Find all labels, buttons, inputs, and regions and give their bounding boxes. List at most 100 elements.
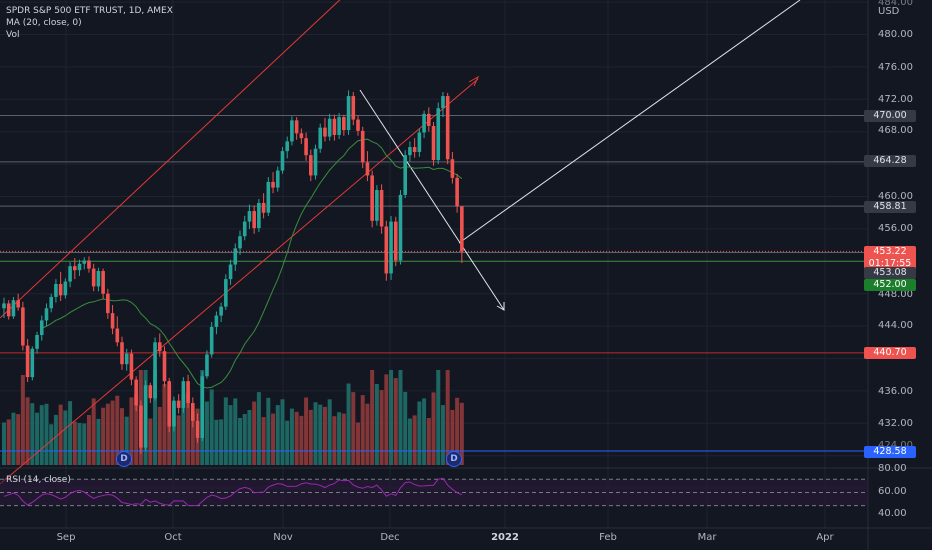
candle-body — [271, 181, 275, 188]
axis-tick: 424.00 — [878, 440, 913, 451]
volume-bar — [256, 392, 261, 465]
candle-body — [11, 300, 16, 317]
axis-tick: 468.00 — [878, 125, 913, 136]
vol-legend[interactable]: Vol — [6, 30, 20, 40]
down-arrow-line — [359, 89, 505, 311]
candle-body — [54, 283, 58, 297]
candle-body — [393, 221, 398, 261]
rsi-legend[interactable]: RSI (14, close) — [6, 475, 71, 485]
volume-bar — [148, 418, 153, 465]
candle-body — [181, 381, 186, 408]
candle-body — [91, 268, 96, 287]
candle-body — [162, 351, 167, 382]
volume-bar — [313, 402, 318, 465]
candle-body — [30, 348, 35, 378]
time-tick: 2022 — [491, 532, 519, 543]
volume-bar — [337, 412, 342, 465]
candle-body — [87, 260, 91, 269]
candle-body — [455, 177, 459, 207]
candle-body — [436, 108, 441, 161]
volume-bar — [58, 404, 63, 465]
channel-arrow — [468, 75, 480, 87]
axis-tick: 432.00 — [878, 418, 913, 429]
volume-bar — [162, 384, 167, 465]
rsi-panel — [0, 477, 868, 507]
volume-bar — [247, 410, 252, 465]
volume-bar — [101, 407, 106, 465]
price-label-428: 428.58 — [864, 446, 916, 458]
volume-bar — [398, 370, 403, 465]
ma-legend[interactable]: MA (20, close, 0) — [6, 18, 82, 28]
volume-bar — [393, 378, 398, 465]
candle-body — [153, 342, 157, 399]
volume-bar — [455, 397, 460, 465]
volume-bar — [332, 416, 337, 465]
dividend-marker[interactable]: D — [116, 451, 132, 467]
candle-body — [148, 385, 153, 399]
time-tick: Dec — [380, 532, 400, 543]
candle-body — [68, 266, 72, 282]
axis-tick: 480.00 — [878, 29, 913, 40]
candle-body — [63, 281, 68, 296]
candle-body — [2, 303, 6, 309]
volume-bar — [289, 408, 294, 465]
candle-body — [365, 162, 370, 176]
candle-body — [44, 308, 49, 321]
candle-body — [389, 221, 393, 274]
volume-bar — [261, 417, 266, 465]
candle-body — [417, 132, 422, 152]
volume-bar — [181, 393, 186, 465]
candle-body — [209, 326, 214, 355]
time-tick: Feb — [599, 532, 617, 543]
candle-body — [313, 148, 318, 176]
volume-bar — [431, 392, 436, 465]
volume-bar — [341, 413, 346, 465]
candle-body — [257, 202, 261, 229]
candle-body — [195, 420, 200, 438]
volume-bar — [25, 397, 30, 465]
volume-bar — [426, 418, 431, 465]
volume-bar — [318, 404, 323, 465]
candle-body — [6, 303, 11, 317]
candle-body — [427, 113, 431, 127]
axis-tick: 444.00 — [878, 320, 913, 331]
volume-bar — [72, 421, 77, 465]
candle-body — [73, 266, 77, 271]
volume-bar — [214, 419, 219, 465]
last-price: 453.22 — [873, 246, 907, 257]
volume-bar — [280, 399, 285, 465]
volume-bar — [68, 401, 73, 465]
countdown: 01:17:55 — [868, 258, 912, 269]
time-tick: Sep — [56, 532, 76, 543]
candle-body — [191, 403, 195, 421]
volume-bar — [450, 409, 455, 465]
volume-bar — [171, 402, 176, 465]
volume-bar — [271, 413, 276, 465]
axis-tick: 476.00 — [878, 62, 913, 73]
volume-bar — [365, 403, 370, 465]
candle-body — [214, 315, 219, 327]
candle-body — [172, 400, 176, 427]
candle-body — [360, 130, 365, 163]
candle-body — [233, 248, 238, 265]
candle-body — [49, 296, 53, 309]
volume-bar — [186, 392, 191, 465]
volume-bar — [445, 370, 450, 465]
volume-bar — [360, 395, 365, 465]
candle-body — [129, 353, 134, 380]
candle-body — [266, 181, 271, 213]
candle-body — [337, 117, 341, 135]
time-tick: Oct — [164, 532, 182, 543]
trend-lines — [0, 0, 801, 485]
candle-body — [224, 279, 228, 307]
volume-bar — [322, 406, 327, 465]
candle-body — [21, 307, 25, 346]
dividend-marker[interactable]: D — [446, 451, 462, 467]
volume-bar — [304, 397, 309, 465]
symbol-legend[interactable]: SPDR S&P 500 ETF TRUST, 1D, AMEX — [6, 6, 173, 16]
price-label-458: 458.81 — [864, 201, 916, 213]
candle-body — [403, 155, 407, 195]
axis-currency: USD — [878, 6, 900, 17]
